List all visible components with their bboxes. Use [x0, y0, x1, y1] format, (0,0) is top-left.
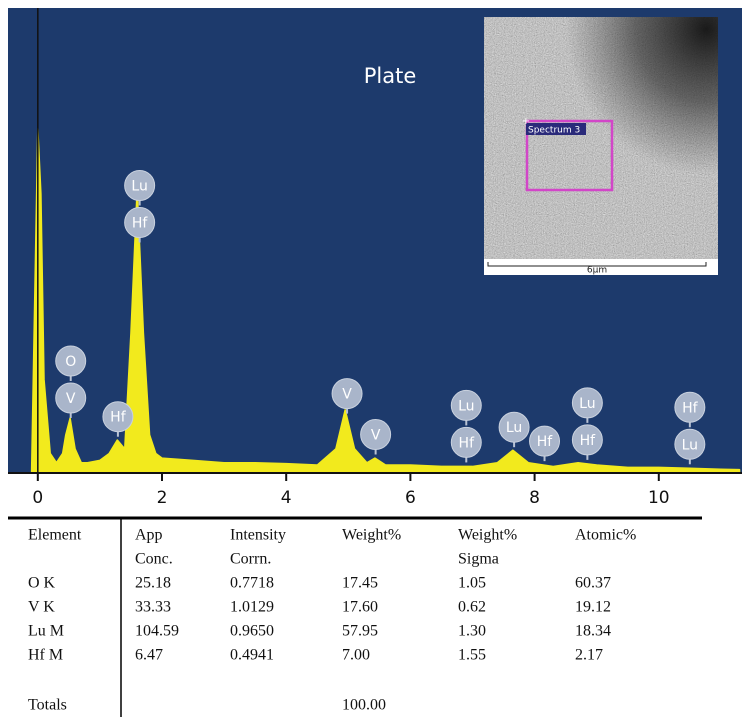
- spectrum-region: [525, 119, 614, 192]
- peak-label-badge: [124, 206, 156, 238]
- peak-label-badge: [360, 418, 392, 450]
- table-cell: O K: [28, 575, 56, 592]
- table-cell: 19.12: [575, 599, 611, 616]
- region-marker: +: [522, 116, 530, 127]
- spectrum: [30, 127, 741, 473]
- table-cell: 17.60: [342, 599, 378, 616]
- table-cell: 0.4941: [230, 647, 274, 664]
- results-table: Element App Conc. Intensity Corrn. Weight% Wei…: [28, 527, 636, 714]
- peak-label: Lu: [506, 420, 522, 436]
- peak-label-badge: [450, 426, 482, 458]
- table-header: Atomic%: [575, 527, 636, 544]
- table-cell: 104.59: [135, 623, 179, 640]
- peak-label: V: [342, 387, 352, 403]
- table-cell: 0.7718: [230, 575, 274, 592]
- table-cell: 17.45: [342, 575, 378, 592]
- table-header: Corrn.: [230, 551, 271, 568]
- peak-label-badge: [55, 345, 87, 377]
- peak-label-badge: [674, 428, 706, 460]
- plot-area: O V Hf Lu Hf V V Lu Hf Lu Hf Lu Hf Hf Lu: [30, 8, 741, 473]
- peak-label-badge: [571, 424, 603, 456]
- micrograph-shadow: [484, 17, 718, 259]
- peak-label: Hf: [459, 435, 476, 451]
- peak-label: V: [371, 427, 381, 443]
- peak-label: Lu: [579, 396, 595, 412]
- x-tick-label: 0: [32, 488, 43, 508]
- peak-label: O: [65, 354, 76, 370]
- table-header: Sigma: [458, 551, 499, 568]
- peak-label-badge: [331, 378, 363, 410]
- table-cell: 25.18: [135, 575, 171, 592]
- peak-label: Hf: [537, 434, 554, 450]
- table-header: Element: [28, 527, 82, 544]
- table-cell: 7.00: [342, 647, 370, 664]
- inset-image: Spectrum 3 + 6µm: [484, 17, 718, 276]
- peak-label: Hf: [110, 410, 127, 426]
- table-cell: 2.17: [575, 647, 603, 664]
- table-cell: 0.62: [458, 599, 486, 616]
- x-axis: 0 2 4 6 8 10: [8, 472, 742, 508]
- table-cell: 1.30: [458, 623, 486, 640]
- x-tick-label: 2: [157, 488, 168, 508]
- region-label: Spectrum 3: [528, 126, 580, 136]
- table-cell: 1.0129: [230, 599, 274, 616]
- table-cell: 57.95: [342, 623, 378, 640]
- region-label-background: [526, 123, 586, 135]
- peak-label: Hf: [132, 215, 149, 231]
- table-cell: Hf M: [28, 647, 63, 664]
- peak-label: Lu: [458, 398, 474, 414]
- scale-bar-strip: [484, 259, 718, 275]
- table-cell: V K: [28, 599, 55, 616]
- table-cell: 0.9650: [230, 623, 274, 640]
- x-tick-label: 4: [281, 488, 292, 508]
- chart-title: Plate: [364, 64, 417, 88]
- totals-value: 100.00: [342, 697, 386, 714]
- peak-label: Hf: [580, 433, 597, 449]
- peak-label: Hf: [682, 400, 699, 416]
- scale-bar: [487, 262, 707, 267]
- peak-label-badge: [529, 425, 561, 457]
- table-header: Conc.: [135, 551, 173, 568]
- peak-label: Lu: [131, 178, 147, 194]
- totals-label: Totals: [28, 697, 67, 714]
- table-cell: Lu M: [28, 623, 64, 640]
- table-cell: 1.05: [458, 575, 486, 592]
- peak-label-badge: [450, 389, 482, 421]
- peak-label-badge: [55, 382, 87, 414]
- table-cell: 1.55: [458, 647, 486, 664]
- table-cell: 60.37: [575, 575, 611, 592]
- table-header: App: [135, 527, 163, 544]
- table-cell: 18.34: [575, 623, 611, 640]
- table-header: Weight%: [342, 527, 401, 544]
- peak-label-badge: [124, 169, 156, 201]
- peak-label-badge: [571, 387, 603, 419]
- peak-label: V: [66, 391, 76, 407]
- peak-label-badge: [498, 411, 530, 443]
- x-tick-label: 10: [648, 488, 670, 508]
- peak-label: Lu: [682, 437, 698, 453]
- scale-bar-label: 6µm: [587, 266, 607, 276]
- table-cell: 33.33: [135, 599, 171, 616]
- table-header: Intensity: [230, 527, 286, 544]
- x-tick-label: 8: [529, 488, 540, 508]
- x-tick-label: 6: [405, 488, 416, 508]
- table-cell: 6.47: [135, 647, 163, 664]
- table-header: Weight%: [458, 527, 517, 544]
- peak-label-badge: [674, 391, 706, 423]
- peak-label-badge: [102, 401, 134, 433]
